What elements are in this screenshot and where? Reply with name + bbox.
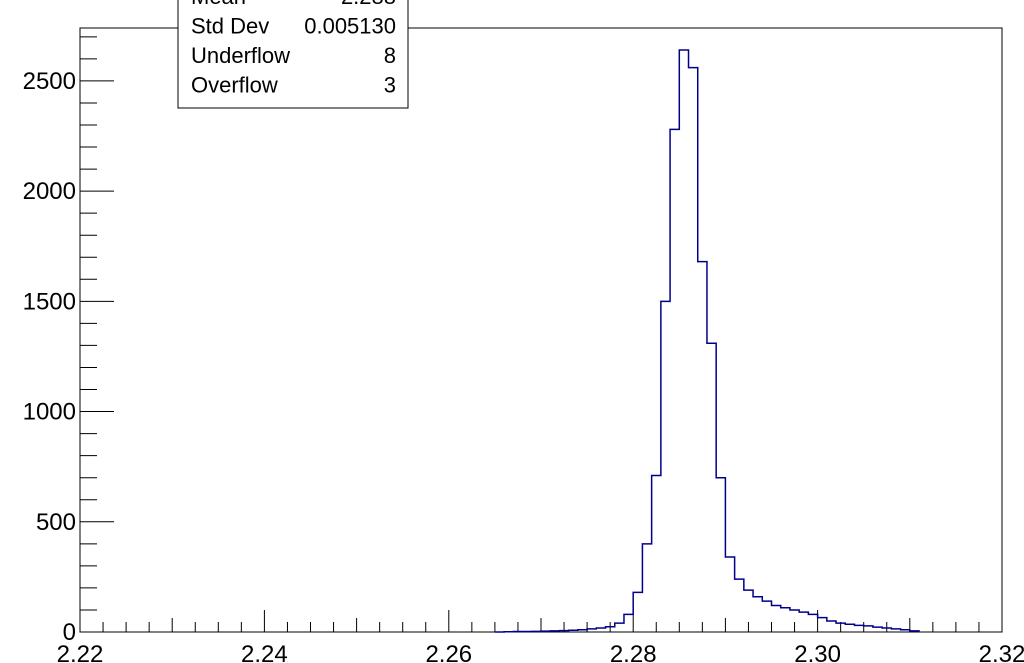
histogram-bin <box>679 50 688 632</box>
histogram-bin <box>707 343 716 632</box>
histogram-bin <box>624 614 633 632</box>
stats-label: Overflow <box>191 73 278 98</box>
histogram-bin <box>670 129 679 632</box>
histogram-bin <box>689 68 698 632</box>
x-tick-label: 2.28 <box>610 641 657 663</box>
y-tick-label: 1000 <box>23 399 76 426</box>
histogram-bin <box>550 631 559 632</box>
histogram-bin <box>864 626 873 632</box>
histogram-bin <box>532 631 541 632</box>
plot-frame <box>79 27 1003 633</box>
y-tick-label: 2000 <box>23 178 76 205</box>
histogram-bin <box>753 597 762 632</box>
x-tick-label: 2.30 <box>794 641 841 663</box>
histogram-bin <box>587 629 596 632</box>
histogram-bin <box>827 621 836 632</box>
stats-label: Std Dev <box>191 14 269 39</box>
x-tick-label: 2.32 <box>979 641 1024 663</box>
data-series <box>494 49 920 633</box>
histogram-bin <box>578 630 587 632</box>
stats-value: 3 <box>384 73 396 98</box>
ticks <box>79 36 1003 633</box>
histogram-bin <box>744 590 753 632</box>
histogram-bin <box>772 606 781 632</box>
y-tick-label: 1500 <box>23 288 76 315</box>
histogram-bin <box>606 627 615 632</box>
histogram-bin <box>698 262 707 632</box>
histogram-bin <box>873 627 882 632</box>
histogram-bin <box>891 629 900 632</box>
stats-box-frame <box>177 0 409 109</box>
y-tick-label: 500 <box>36 509 76 536</box>
histogram-bin <box>633 592 642 632</box>
histogram-bin <box>781 608 790 632</box>
histogram-bin <box>818 618 827 632</box>
tick-labels: 2.22 2.24 2.26 2.28 2.30 2.32 0 500 1000 1500 2000… <box>23 68 1024 663</box>
histogram-bin <box>910 631 919 632</box>
histogram-bin <box>790 610 799 632</box>
axes <box>79 27 1003 633</box>
histogram-bin <box>808 614 817 632</box>
histogram-bin <box>615 623 624 632</box>
histogram-line <box>494 49 920 633</box>
histogram-bin <box>716 478 725 632</box>
x-tick-label: 2.22 <box>57 641 104 663</box>
histogram-bin <box>725 557 734 632</box>
histogram-bin <box>901 630 910 632</box>
y-tick-label: 2500 <box>23 68 76 95</box>
histogram-bin <box>596 628 605 632</box>
histogram-bin <box>854 625 863 632</box>
histogram-bin <box>799 612 808 632</box>
histogram-bin <box>642 544 651 632</box>
histogram-bin <box>845 624 854 632</box>
histogram-bin <box>652 475 661 632</box>
y-tick-label: 0 <box>63 619 76 646</box>
histogram-bin <box>541 631 550 632</box>
x-tick-label: 2.26 <box>425 641 472 663</box>
stats-label: Mean <box>191 0 246 9</box>
stats-label: Underflow <box>191 43 290 68</box>
stats-value: 8 <box>384 43 396 68</box>
histogram-bin <box>559 631 568 632</box>
histogram-bin <box>661 301 670 632</box>
stats-value: 0.005130 <box>304 14 396 39</box>
histogram-bin <box>569 630 578 632</box>
histogram-bin <box>735 579 744 632</box>
x-tick-label: 2.24 <box>241 641 288 663</box>
stats-box: Mean 2.288 Std Dev 0.005130 Underflow 8 Overfl… <box>177 0 409 109</box>
histogram-bin <box>762 601 771 632</box>
histogram-bin <box>882 628 891 632</box>
histogram-bin <box>836 623 845 632</box>
stats-value: 2.288 <box>341 0 396 9</box>
